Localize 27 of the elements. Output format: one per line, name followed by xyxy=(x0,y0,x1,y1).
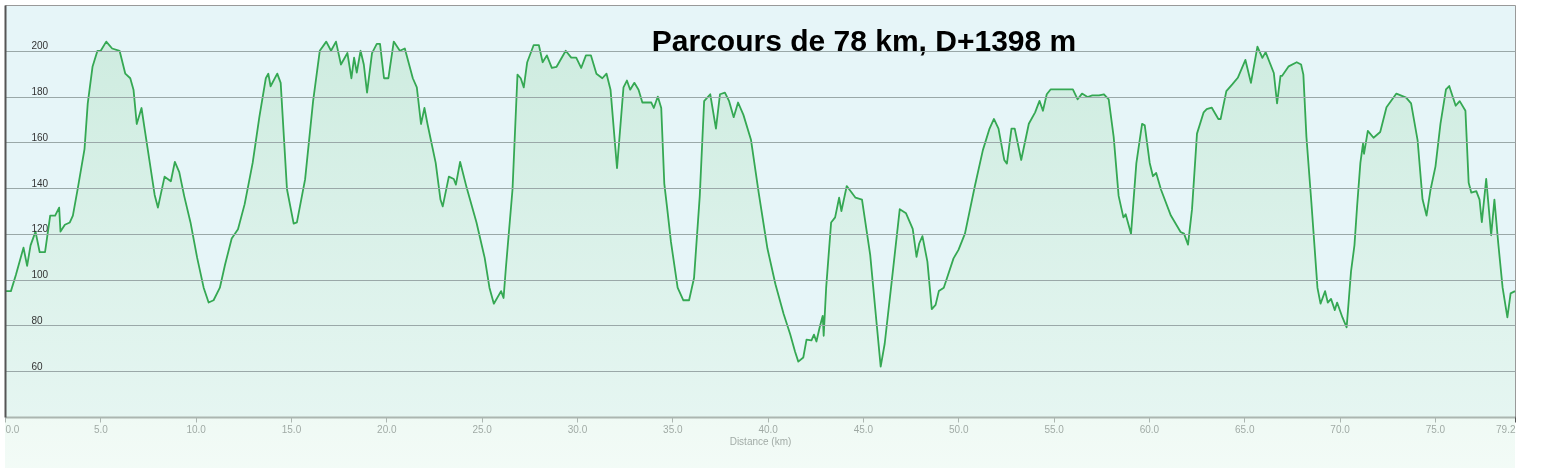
x-tick-label: 60.0 xyxy=(1139,423,1160,435)
x-tick-label: 5.0 xyxy=(93,423,109,435)
x-tick-label: 25.0 xyxy=(472,423,493,435)
y-tick-label: 180 xyxy=(31,86,49,98)
x-tick-label: 70.0 xyxy=(1330,423,1351,435)
x-tick-label: 0.0 xyxy=(5,423,20,435)
x-tick-label: 15.0 xyxy=(281,423,302,435)
x-tick-label: 45.0 xyxy=(853,423,874,435)
x-tick-label: 30.0 xyxy=(567,423,588,435)
x-tick-label: 10.0 xyxy=(186,423,207,435)
y-tick-label: 80 xyxy=(31,314,44,326)
x-axis-title: Distance (km) xyxy=(729,435,792,447)
x-tick-label: 65.0 xyxy=(1235,423,1255,435)
y-tick-label: 160 xyxy=(31,131,49,143)
x-tick-label: 20.0 xyxy=(377,423,397,435)
x-tick-label: 50.0 xyxy=(949,423,969,435)
y-tick-label: 200 xyxy=(31,40,49,52)
y-tick-label: 60 xyxy=(31,360,44,372)
text: Parcours de 78 km, D+1398 m xyxy=(651,24,1077,57)
x-tick-label: 55.0 xyxy=(1044,423,1065,435)
y-tick-label: 100 xyxy=(31,269,49,281)
y-tick-label: 120 xyxy=(31,223,49,235)
x-tick-label: 79.2 xyxy=(1496,423,1516,435)
y-tick-label: 140 xyxy=(31,177,49,189)
x-tick-label: 35.0 xyxy=(663,423,683,435)
x-tick-label: 75.0 xyxy=(1425,423,1446,435)
x-tick-label: 40.0 xyxy=(758,423,779,435)
